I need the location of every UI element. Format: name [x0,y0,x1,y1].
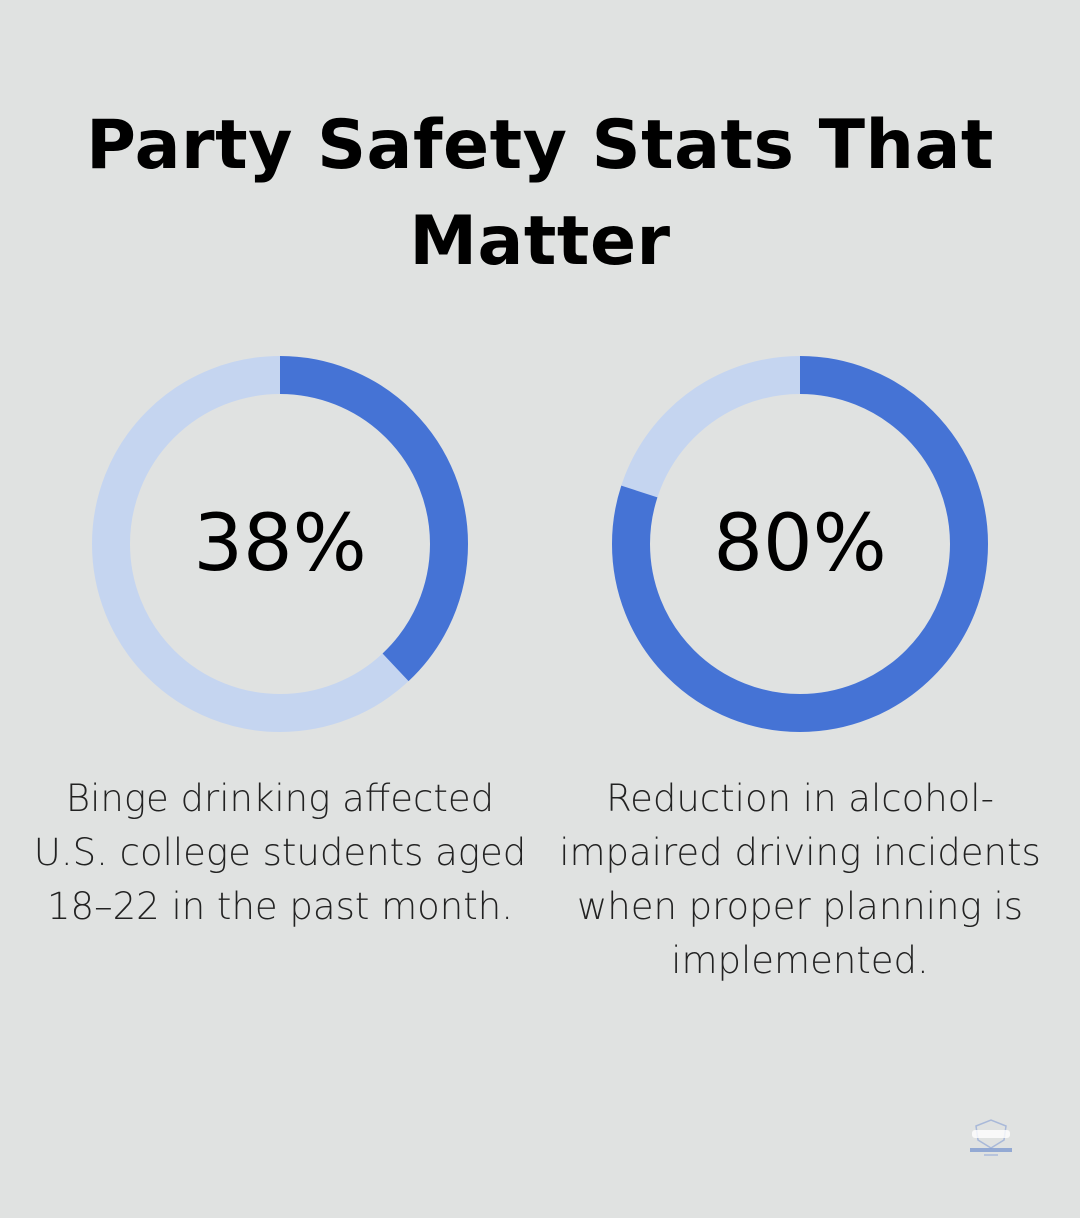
stat-percent: 38% [193,499,367,589]
stat-ring-38: 38% [90,354,470,734]
donut-chart [612,356,988,732]
ring-progress [612,356,988,732]
brand-logo-icon [970,1119,1012,1156]
stat-description: Binge drinking affected U.S. college stu… [33,777,527,928]
donut-chart [92,356,468,732]
ring-progress [92,356,468,732]
stat-ring-80: 80% [610,354,990,734]
page-title: Party Safety Stats That Matter [86,106,994,281]
stat-percent: 80% [713,499,887,589]
stat-description: Reduction in alcohol-impaired driving in… [559,777,1041,982]
